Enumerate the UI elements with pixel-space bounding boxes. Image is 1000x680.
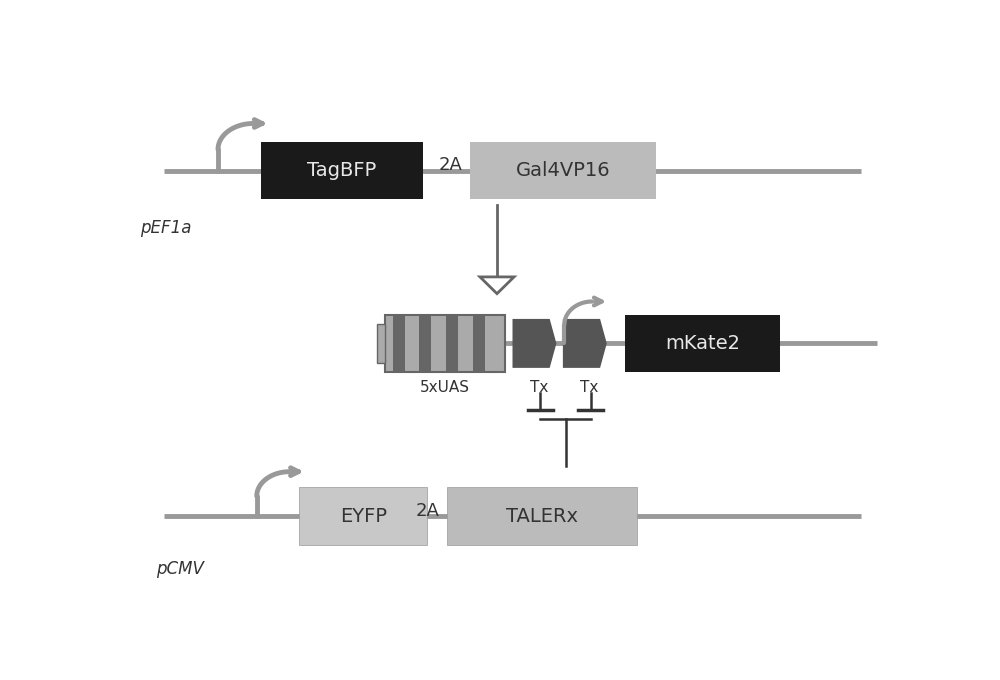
Text: Gal4VP16: Gal4VP16: [516, 161, 610, 180]
Polygon shape: [563, 319, 607, 368]
Text: 5xUAS: 5xUAS: [420, 380, 470, 395]
Text: Tx: Tx: [580, 380, 598, 395]
Text: TALERx: TALERx: [506, 507, 578, 526]
Text: EYFP: EYFP: [340, 507, 387, 526]
Bar: [470, 142, 656, 199]
Polygon shape: [480, 277, 514, 294]
Text: pCMV: pCMV: [156, 560, 204, 577]
Text: mKate2: mKate2: [665, 334, 740, 353]
Text: TagBFP: TagBFP: [307, 161, 377, 180]
Bar: [625, 315, 780, 372]
Bar: [447, 488, 637, 545]
Bar: [261, 142, 423, 199]
Bar: [385, 315, 505, 372]
Bar: [473, 315, 485, 372]
Text: 2A: 2A: [415, 502, 439, 520]
Bar: [446, 315, 458, 372]
Text: 2A: 2A: [439, 156, 462, 174]
Bar: [377, 324, 385, 362]
Bar: [419, 315, 431, 372]
Bar: [393, 315, 405, 372]
Bar: [299, 488, 427, 545]
Polygon shape: [512, 319, 556, 368]
Text: Tx: Tx: [530, 380, 548, 395]
Text: pEF1a: pEF1a: [140, 219, 192, 237]
